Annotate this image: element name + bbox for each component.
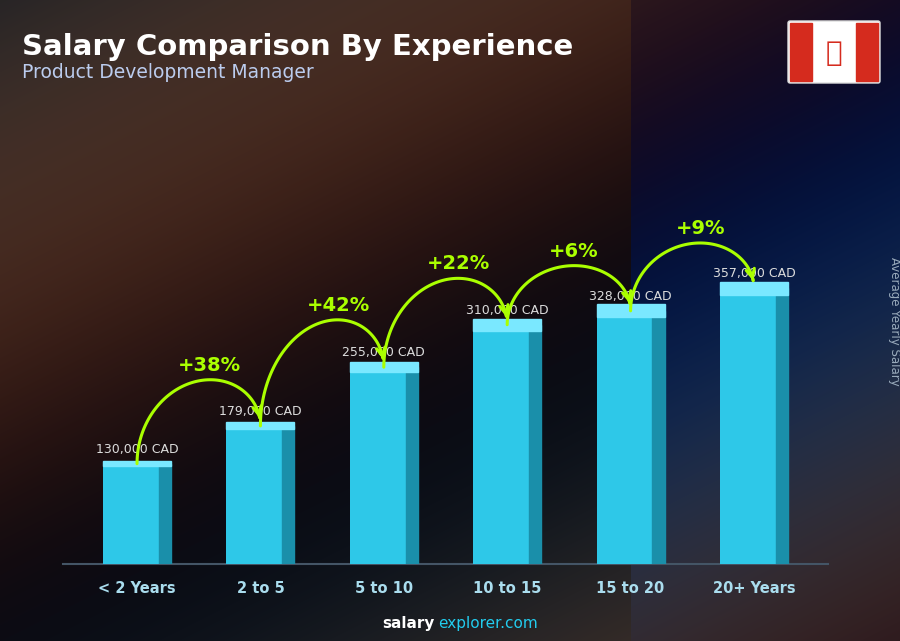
Text: +38%: +38% <box>178 356 241 375</box>
Text: salary: salary <box>382 616 435 631</box>
Text: +22%: +22% <box>427 254 490 273</box>
Text: 🍁: 🍁 <box>825 39 842 67</box>
Text: +42%: +42% <box>307 296 370 315</box>
Bar <box>720 288 788 564</box>
Bar <box>350 367 418 564</box>
Bar <box>652 311 664 564</box>
Bar <box>776 288 788 564</box>
Text: 179,000 CAD: 179,000 CAD <box>219 405 302 418</box>
Text: explorer.com: explorer.com <box>438 616 538 631</box>
Bar <box>158 463 171 564</box>
Bar <box>227 426 294 564</box>
Text: Average Yearly Salary: Average Yearly Salary <box>888 256 900 385</box>
Text: +6%: +6% <box>549 242 598 261</box>
Bar <box>597 311 664 564</box>
Bar <box>104 463 171 564</box>
Bar <box>104 461 171 466</box>
Text: +9%: +9% <box>676 219 725 238</box>
Bar <box>597 304 664 317</box>
Bar <box>856 23 878 81</box>
Bar <box>720 281 788 296</box>
Text: 310,000 CAD: 310,000 CAD <box>466 304 548 317</box>
Text: 255,000 CAD: 255,000 CAD <box>342 346 425 359</box>
Bar <box>790 23 812 81</box>
Bar <box>473 325 541 564</box>
Text: Salary Comparison By Experience: Salary Comparison By Experience <box>22 33 573 61</box>
Bar <box>227 422 294 429</box>
Text: 357,000 CAD: 357,000 CAD <box>713 267 796 280</box>
Bar <box>473 319 541 331</box>
Bar <box>406 367 418 564</box>
Bar <box>350 362 418 372</box>
Text: 130,000 CAD: 130,000 CAD <box>95 443 178 456</box>
FancyBboxPatch shape <box>788 21 880 83</box>
Text: Product Development Manager: Product Development Manager <box>22 63 314 82</box>
Bar <box>282 426 294 564</box>
Text: 328,000 CAD: 328,000 CAD <box>590 290 672 303</box>
Bar <box>529 325 541 564</box>
